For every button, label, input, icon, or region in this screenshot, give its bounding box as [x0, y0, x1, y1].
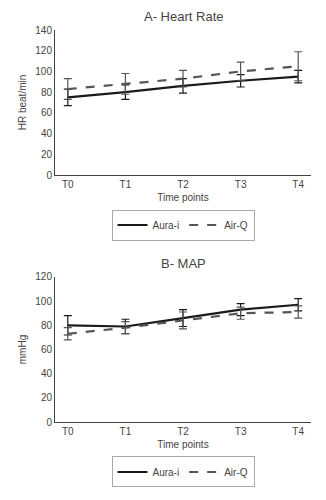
- svg-text:B- MAP: B- MAP: [161, 256, 206, 271]
- svg-text:100: 100: [35, 296, 52, 307]
- svg-text:0: 0: [46, 417, 52, 428]
- svg-text:HR beat/min: HR beat/min: [17, 75, 28, 131]
- svg-text:Air-Q: Air-Q: [224, 220, 248, 231]
- svg-text:Aura-i: Aura-i: [153, 467, 180, 478]
- svg-text:T1: T1: [120, 179, 132, 190]
- svg-text:T2: T2: [177, 426, 189, 437]
- svg-text:100: 100: [35, 66, 52, 77]
- svg-text:120: 120: [35, 271, 52, 282]
- svg-text:T0: T0: [62, 426, 74, 437]
- svg-text:mmHg: mmHg: [17, 335, 28, 364]
- svg-text:T1: T1: [120, 426, 132, 437]
- svg-text:40: 40: [41, 368, 53, 379]
- svg-text:T3: T3: [235, 426, 247, 437]
- svg-text:T0: T0: [62, 179, 74, 190]
- svg-text:Time points: Time points: [157, 192, 208, 203]
- svg-text:T2: T2: [177, 179, 189, 190]
- svg-text:T3: T3: [235, 179, 247, 190]
- svg-text:A- Heart Rate: A- Heart Rate: [144, 9, 223, 24]
- svg-text:20: 20: [41, 149, 53, 160]
- svg-text:T4: T4: [292, 179, 304, 190]
- svg-text:0: 0: [46, 170, 52, 181]
- svg-text:20: 20: [41, 392, 53, 403]
- svg-text:80: 80: [41, 320, 53, 331]
- svg-text:40: 40: [41, 128, 53, 139]
- svg-text:80: 80: [41, 87, 53, 98]
- svg-text:Air-Q: Air-Q: [224, 467, 248, 478]
- svg-text:60: 60: [41, 107, 53, 118]
- svg-text:T4: T4: [292, 426, 304, 437]
- svg-text:120: 120: [35, 45, 52, 56]
- svg-text:Aura-i: Aura-i: [153, 220, 180, 231]
- svg-text:Time points: Time points: [157, 439, 208, 450]
- svg-text:60: 60: [41, 344, 53, 355]
- svg-text:140: 140: [35, 25, 52, 36]
